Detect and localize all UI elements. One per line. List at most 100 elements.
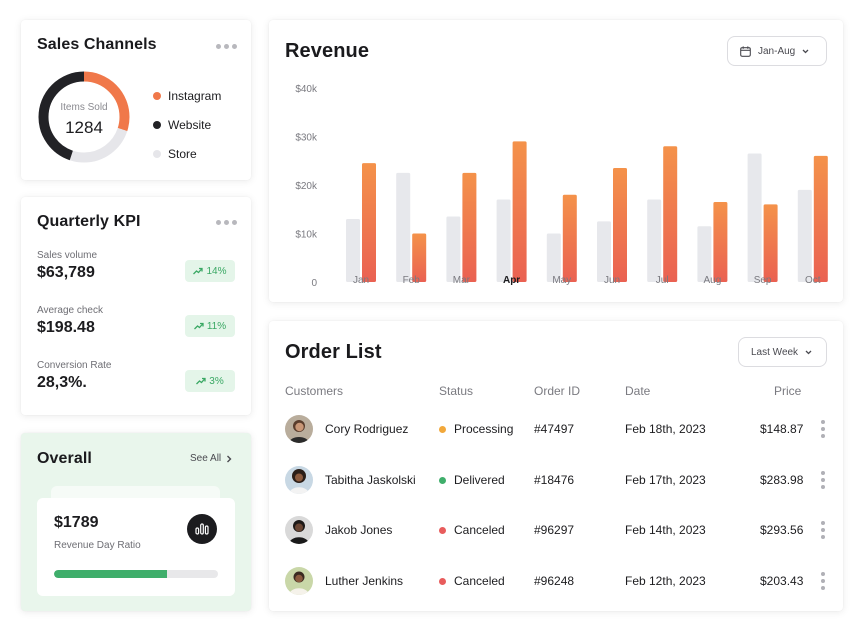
- customer-name: Cory Rodriguez: [325, 422, 409, 436]
- table-row[interactable]: Tabitha Jaskolski Delivered #18476 Feb 1…: [269, 466, 843, 516]
- kpi-change-badge: 14%: [185, 260, 235, 282]
- revenue-bar-orange-apr[interactable]: [512, 141, 527, 282]
- revenue-bar-orange-sep[interactable]: [763, 204, 778, 282]
- customer-name: Luther Jenkins: [325, 574, 404, 588]
- y-tick-label: $40k: [295, 84, 318, 95]
- revenue-bar-gray-jun[interactable]: [597, 221, 611, 282]
- column-header-order-id[interactable]: Order ID: [534, 384, 581, 398]
- revenue-ratio-label: Revenue Day Ratio: [54, 540, 141, 551]
- kpi-change-badge: 11%: [185, 315, 235, 337]
- status-dot: [439, 578, 446, 585]
- order-status: Delivered: [439, 466, 505, 494]
- x-tick-label-aug: Aug: [704, 275, 722, 286]
- order-status: Canceled: [439, 516, 505, 544]
- order-status-label: Processing: [454, 422, 514, 436]
- order-id: #96297: [534, 523, 575, 537]
- x-tick-label-sep: Sep: [754, 275, 772, 286]
- order-price: $203.43: [760, 574, 804, 588]
- customer-name: Jakob Jones: [325, 523, 393, 537]
- legend-dot-store: [153, 149, 161, 158]
- legend-item-instagram: Instagram: [153, 81, 221, 110]
- legend-dot-instagram: [153, 91, 161, 100]
- column-header-customers[interactable]: Customers: [285, 384, 344, 398]
- trend-up-icon: [196, 377, 206, 385]
- see-all-link[interactable]: See All: [190, 453, 232, 464]
- kpi-label: Sales volume: [37, 250, 98, 261]
- order-date: Feb 18th, 2023: [625, 422, 706, 436]
- status-dot: [439, 426, 446, 433]
- donut-segment-website: [38, 71, 130, 163]
- revenue-bar-orange-aug[interactable]: [713, 201, 728, 282]
- overall-title: Overall: [37, 450, 92, 467]
- column-header-status[interactable]: Status: [439, 384, 474, 398]
- revenue-bar-gray-apr[interactable]: [496, 199, 511, 282]
- revenue-bar-gray-aug[interactable]: [697, 226, 712, 282]
- row-more-icon[interactable]: [821, 471, 825, 489]
- x-tick-label-feb: Feb: [403, 275, 421, 286]
- order-price: $148.87: [760, 422, 804, 436]
- order-id: #47497: [534, 422, 575, 436]
- legend-label-website: Website: [168, 117, 212, 132]
- revenue-bar-orange-jan[interactable]: [362, 163, 376, 282]
- period-label: Last Week: [751, 346, 799, 358]
- revenue-bar-orange-mar[interactable]: [462, 172, 477, 282]
- donut-center: Items Sold 1284: [37, 70, 131, 164]
- revenue-bar-gray-oct[interactable]: [797, 189, 812, 282]
- row-more-icon[interactable]: [821, 521, 825, 539]
- kpi-change-badge: 3%: [185, 370, 235, 392]
- bar-chart-icon[interactable]: [187, 514, 217, 544]
- y-tick-label: 0: [311, 278, 317, 289]
- kpi-change-value: 3%: [209, 375, 224, 387]
- kpi-value: $63,789: [37, 264, 95, 281]
- date-range-dropdown[interactable]: Jan-Aug: [727, 36, 827, 66]
- kpi-average-check: Average check $198.48 11%: [37, 305, 235, 337]
- table-row[interactable]: Luther Jenkins Canceled #96248 Feb 12th,…: [269, 567, 843, 617]
- order-date: Feb 12th, 2023: [625, 574, 706, 588]
- donut-segment-store: [38, 71, 130, 163]
- overall-card: Overall See All $1789 Revenue Day Ratio: [21, 433, 251, 611]
- revenue-bar-gray-jan[interactable]: [346, 218, 360, 282]
- order-status-label: Delivered: [454, 473, 505, 487]
- kpi-sales-volume: Sales volume $63,789 14%: [37, 250, 235, 282]
- revenue-bar-orange-may[interactable]: [562, 194, 577, 282]
- table-row[interactable]: Jakob Jones Canceled #96297 Feb 14th, 20…: [269, 516, 843, 566]
- order-status: Canceled: [439, 567, 505, 595]
- revenue-ratio-card[interactable]: $1789 Revenue Day Ratio: [37, 498, 235, 596]
- order-price: $283.98: [760, 473, 804, 487]
- kpi-change-value: 14%: [206, 265, 227, 277]
- revenue-bar-gray-jul[interactable]: [647, 199, 662, 282]
- period-dropdown[interactable]: Last Week: [738, 337, 827, 367]
- order-status-label: Canceled: [454, 574, 505, 588]
- revenue-bar-chart: $40k $30k $20k $10k 0 Jan Feb Mar Apr May Jun Jul Au…: [295, 84, 828, 289]
- sales-channels-title: Sales Channels: [37, 36, 157, 53]
- items-sold-value: 1284: [65, 118, 103, 137]
- quarterly-kpi-card: Quarterly KPI Sales volume $63,789 14% A…: [21, 197, 251, 415]
- revenue-bar-orange-jun[interactable]: [613, 168, 627, 282]
- y-tick-label: $20k: [295, 181, 318, 192]
- chevron-down-icon: [802, 49, 809, 53]
- column-header-date[interactable]: Date: [625, 384, 651, 398]
- column-header-price[interactable]: Price: [774, 384, 802, 398]
- revenue-ratio-progress-fill: [54, 570, 168, 578]
- revenue-bar-orange-feb[interactable]: [412, 233, 427, 283]
- row-more-icon[interactable]: [821, 420, 825, 438]
- x-tick-label-jul: Jul: [656, 275, 669, 286]
- avatar: [285, 567, 313, 595]
- calendar-icon: [740, 45, 751, 57]
- revenue-bar-orange-oct[interactable]: [813, 155, 828, 282]
- revenue-bar-gray-mar[interactable]: [446, 216, 461, 282]
- revenue-bar-gray-may[interactable]: [546, 233, 561, 283]
- quarterly-kpi-more-icon[interactable]: [216, 220, 237, 225]
- revenue-bar-gray-feb[interactable]: [396, 172, 411, 282]
- revenue-bar-gray-sep[interactable]: [747, 153, 762, 282]
- kpi-conversion-rate: Conversion Rate 28,3%. 3%: [37, 360, 235, 392]
- revenue-bar-orange-jul[interactable]: [663, 146, 678, 282]
- row-more-icon[interactable]: [821, 572, 825, 590]
- table-row[interactable]: Cory Rodriguez Processing #47497 Feb 18t…: [269, 415, 843, 465]
- status-dot: [439, 527, 446, 534]
- chevron-right-icon: [227, 455, 232, 462]
- order-list-title: Order List: [285, 341, 382, 363]
- order-price: $293.56: [760, 523, 804, 537]
- sales-channels-more-icon[interactable]: [216, 44, 237, 49]
- x-tick-label-jun: Jun: [604, 275, 620, 286]
